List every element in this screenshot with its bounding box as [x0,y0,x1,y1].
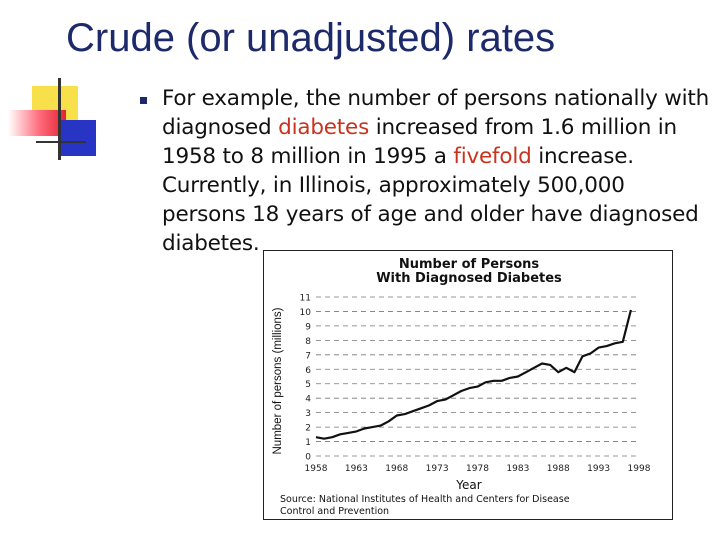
x-tick-label: 1988 [547,464,570,474]
y-tick-label: 7 [305,351,311,361]
highlight-diabetes: diabetes [278,115,370,140]
y-tick-label: 10 [300,308,312,318]
slide-title: Crude (or unadjusted) rates [66,16,556,60]
x-tick-label: 1973 [426,464,449,474]
plot-area: 0 1 2 3 4 5 6 7 8 9 10 11 1958 1963 1968 1973 1978 1983 19… [300,294,651,475]
y-tick-label: 3 [305,409,311,419]
highlight-fivefold: fivefold [453,144,532,169]
series-line-diagnosed-diabetes [315,309,632,440]
y-tick-label: 9 [305,322,311,332]
y-tick-label: 1 [305,438,311,448]
bullet-text-part1: For example, the number of persons natio… [162,86,710,140]
x-tick-label: 1983 [506,464,529,474]
y-tick-label: 0 [305,453,311,463]
diabetes-chart: Number of Persons With Diagnosed Diabete… [263,250,673,520]
bullet-text: For example, the number of persons natio… [162,84,710,258]
x-axis-label: Year [455,478,481,492]
x-tick-label: 1978 [466,464,489,474]
bullet-text-part3: increase. Currently, in Illinois, approx… [162,144,699,256]
chart-title-line1: Number of Persons [399,257,540,272]
decorative-blue-square [60,120,96,156]
y-tick-label: 8 [305,337,311,347]
bullet-marker-icon [140,97,147,104]
y-axis-label: Number of persons (millions) [272,307,284,454]
chart-title-line2: With Diagnosed Diabetes [376,271,562,286]
y-tick-label: 11 [300,294,311,304]
chart-source-line2: Control and Prevention [280,506,389,517]
y-tick-label: 4 [305,395,311,405]
decorative-horizontal-line [36,141,86,143]
y-tick-label: 5 [305,380,311,390]
y-tick-label: 6 [305,366,311,376]
chart-source-line1: Source: National Institutes of Health an… [280,494,570,505]
decorative-vertical-line [58,78,61,160]
chart-svg: Number of Persons With Diagnosed Diabete… [272,257,651,517]
decorative-red-bar [8,110,66,136]
y-tick-label: 2 [305,424,311,434]
x-tick-label: 1963 [345,464,368,474]
x-tick-label: 1968 [385,464,408,474]
bullet-text-part2: increased from 1.6 million in 1958 to 8 … [162,115,677,169]
x-tick-label: 1993 [587,464,610,474]
x-tick-label: 1958 [305,464,328,474]
x-tick-label: 1998 [628,464,651,474]
